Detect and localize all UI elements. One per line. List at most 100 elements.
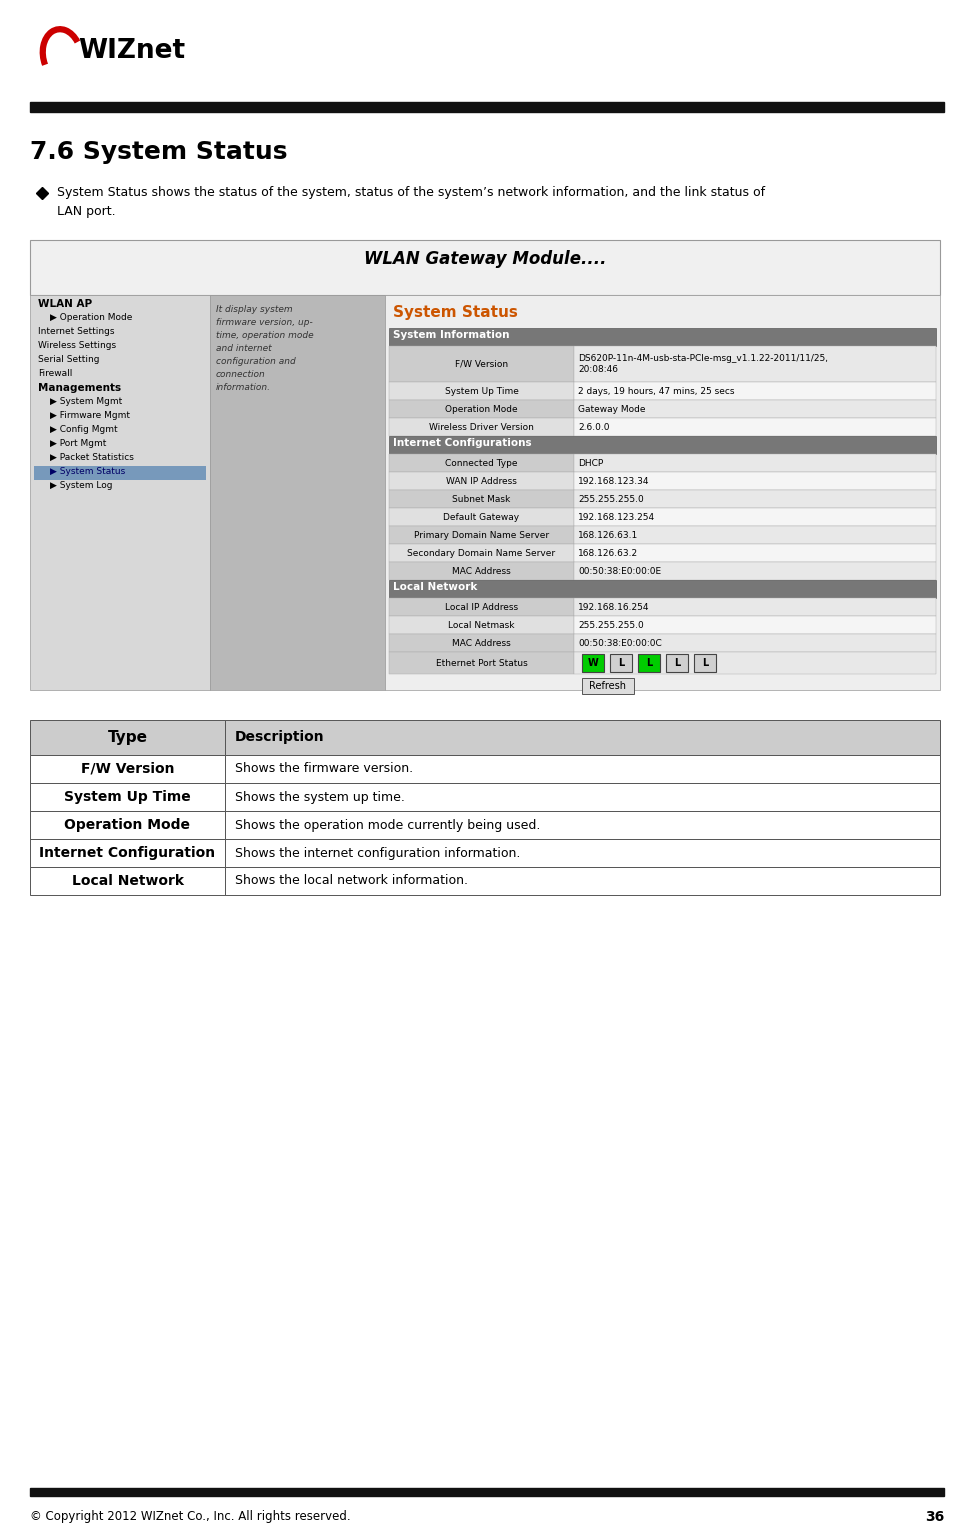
Text: Connected Type: Connected Type — [445, 459, 518, 468]
Bar — [30, 811, 225, 840]
Text: Secondary Domain Name Server: Secondary Domain Name Server — [407, 549, 555, 558]
Bar — [574, 562, 936, 581]
Text: WLAN Gateway Module....: WLAN Gateway Module.... — [363, 250, 606, 268]
Bar — [389, 472, 574, 491]
Bar — [30, 719, 225, 754]
Text: Internet Configuration: Internet Configuration — [39, 846, 215, 860]
Text: ▶ System Log: ▶ System Log — [50, 482, 113, 491]
Text: Internet Settings: Internet Settings — [38, 328, 115, 335]
Bar — [638, 654, 660, 672]
Bar — [389, 562, 574, 581]
Bar — [30, 840, 225, 867]
Text: ▶ Config Mgmt: ▶ Config Mgmt — [50, 425, 118, 434]
Text: ▶ Operation Mode: ▶ Operation Mode — [50, 312, 132, 322]
Bar — [389, 544, 574, 562]
Text: 168.126.63.1: 168.126.63.1 — [578, 530, 638, 539]
Bar — [389, 454, 574, 472]
Bar — [574, 507, 936, 526]
Bar — [574, 491, 936, 507]
Bar — [210, 296, 385, 690]
Bar — [30, 754, 225, 783]
Text: WIZnet: WIZnet — [78, 38, 185, 64]
Text: L: L — [702, 658, 708, 668]
Bar — [225, 783, 940, 811]
Bar — [389, 634, 574, 652]
Text: System Information: System Information — [393, 331, 509, 340]
Bar — [30, 783, 225, 811]
Bar — [389, 597, 574, 616]
Text: MAC Address: MAC Address — [452, 639, 511, 648]
Bar — [30, 296, 210, 690]
Bar — [389, 507, 574, 526]
Text: Shows the internet configuration information.: Shows the internet configuration informa… — [235, 846, 520, 860]
Bar — [225, 867, 940, 895]
Bar — [30, 867, 225, 895]
Text: 192.168.123.254: 192.168.123.254 — [578, 512, 656, 521]
Bar — [389, 616, 574, 634]
Text: 7.6 System Status: 7.6 System Status — [30, 140, 287, 165]
Text: Wireless Settings: Wireless Settings — [38, 341, 116, 351]
Text: ▶ Firmware Mgmt: ▶ Firmware Mgmt — [50, 411, 130, 421]
Bar — [574, 454, 936, 472]
Bar — [574, 418, 936, 436]
Bar — [389, 652, 574, 674]
Bar — [574, 526, 936, 544]
Text: connection: connection — [216, 370, 266, 379]
Text: DS620P-11n-4M-usb-sta-PCIe-msg_v1.1.22-2011/11/25,
20:08:46: DS620P-11n-4M-usb-sta-PCIe-msg_v1.1.22-2… — [578, 354, 828, 373]
Bar — [574, 634, 936, 652]
Bar — [389, 399, 574, 418]
Text: System Status shows the status of the system, status of the system’s network inf: System Status shows the status of the sy… — [57, 186, 766, 200]
Text: Ethernet Port Status: Ethernet Port Status — [435, 658, 527, 668]
Bar — [389, 526, 574, 544]
Bar — [30, 102, 944, 111]
Text: It display system: It display system — [216, 305, 292, 314]
Text: System Status: System Status — [393, 305, 518, 320]
Bar — [574, 597, 936, 616]
Text: Local Network: Local Network — [71, 873, 183, 888]
Text: Operation Mode: Operation Mode — [445, 404, 518, 413]
Bar — [574, 652, 936, 674]
Bar — [225, 840, 940, 867]
Text: F/W Version: F/W Version — [81, 762, 174, 776]
Text: Local Netmask: Local Netmask — [448, 620, 514, 629]
Text: System Up Time: System Up Time — [64, 789, 191, 805]
Bar — [389, 418, 574, 436]
Text: L: L — [618, 658, 624, 668]
Bar — [389, 383, 574, 399]
Bar — [694, 654, 716, 672]
Text: WAN IP Address: WAN IP Address — [446, 477, 517, 486]
Text: Shows the system up time.: Shows the system up time. — [235, 791, 405, 803]
Text: 00:50:38:E0:00:0E: 00:50:38:E0:00:0E — [578, 567, 661, 576]
Bar — [574, 544, 936, 562]
Text: F/W Version: F/W Version — [455, 360, 508, 369]
Bar — [389, 581, 936, 597]
Bar — [666, 654, 688, 672]
Bar — [34, 466, 206, 480]
Text: and internet: and internet — [216, 344, 272, 354]
Bar — [385, 296, 940, 690]
Text: Description: Description — [235, 730, 324, 745]
Bar — [574, 346, 936, 383]
Text: Local Network: Local Network — [393, 582, 477, 591]
Text: Operation Mode: Operation Mode — [64, 818, 191, 832]
Text: 36: 36 — [924, 1510, 944, 1524]
Text: 2 days, 19 hours, 47 mins, 25 secs: 2 days, 19 hours, 47 mins, 25 secs — [578, 387, 734, 396]
Text: Primary Domain Name Server: Primary Domain Name Server — [414, 530, 549, 539]
Text: Default Gateway: Default Gateway — [443, 512, 519, 521]
Text: ▶ Packet Statistics: ▶ Packet Statistics — [50, 453, 133, 462]
Text: Subnet Mask: Subnet Mask — [452, 494, 510, 503]
Text: 192.168.16.254: 192.168.16.254 — [578, 602, 650, 611]
Text: Shows the local network information.: Shows the local network information. — [235, 875, 468, 887]
Bar — [30, 239, 940, 296]
Bar — [389, 346, 574, 383]
Bar — [225, 754, 940, 783]
Text: © Copyright 2012 WIZnet Co., Inc. All rights reserved.: © Copyright 2012 WIZnet Co., Inc. All ri… — [30, 1510, 351, 1522]
Text: 192.168.123.34: 192.168.123.34 — [578, 477, 650, 486]
Bar — [582, 654, 604, 672]
Bar — [582, 678, 634, 693]
Text: time, operation mode: time, operation mode — [216, 331, 314, 340]
Text: 255.255.255.0: 255.255.255.0 — [578, 494, 644, 503]
Text: 168.126.63.2: 168.126.63.2 — [578, 549, 638, 558]
Text: Wireless Driver Version: Wireless Driver Version — [430, 422, 534, 431]
Text: Managements: Managements — [38, 383, 121, 393]
